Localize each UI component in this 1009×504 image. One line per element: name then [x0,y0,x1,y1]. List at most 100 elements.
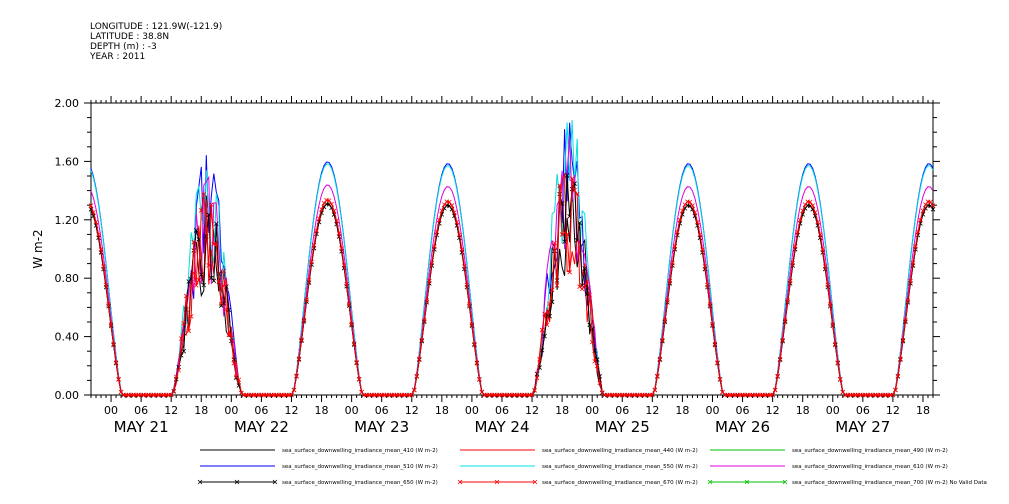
series-marker [306,278,312,283]
series-marker [657,356,663,362]
series-marker [677,217,683,223]
series-marker [710,322,715,327]
legend-label: sea_surface_downwelling_irradiance_mean_… [282,448,438,454]
legend-marker [494,479,500,485]
series-marker [825,282,831,288]
series-marker [329,201,334,207]
series-marker [772,387,778,393]
series-marker [579,286,585,292]
series-marker [229,338,234,344]
y-tick-label: 0.80 [55,272,80,285]
x-tick-label: 12 [405,404,419,417]
series-marker [594,363,600,369]
series-marker [193,283,199,288]
series-marker [559,232,565,237]
series-marker [705,282,710,288]
series-marker [582,266,587,271]
x-tick-label: 00 [104,404,118,417]
series-marker [334,218,339,224]
latitude-text: LATITUDE : 38.8N [90,32,170,42]
series-marker [827,302,833,307]
series-marker [672,244,678,249]
series-marker [434,229,440,235]
series-marker [552,240,557,246]
series-marker [928,199,933,205]
x-tick-label: 18 [194,404,208,417]
x-tick-label: 00 [705,404,719,417]
x-tick-label: 00 [345,404,359,417]
series-marker [655,373,660,379]
series-marker [171,388,176,394]
legend-marker [707,479,713,485]
x-day-label: MAY 27 [835,418,890,436]
legend-label: sea_surface_downwelling_irradiance_mean_… [282,464,438,470]
series-marker [354,360,359,365]
series-marker [707,302,713,307]
series-marker [422,318,427,323]
legend-marker [782,479,788,485]
series-line-7 [90,178,934,396]
series-marker [176,367,181,373]
series-marker [88,203,94,208]
series-marker [186,328,192,334]
series-marker [660,337,665,343]
series-marker [349,321,354,327]
legend-marker [272,479,278,485]
legend-label: sea_surface_downwelling_irradiance_mean_… [792,464,948,470]
series-marker [820,247,826,252]
series-marker [296,356,302,362]
series-marker [464,282,470,288]
series-marker [101,264,106,269]
series-marker [589,326,595,332]
series-marker [419,337,425,343]
series-marker [680,208,685,214]
series-marker [113,360,119,365]
y-tick-label: 1.60 [55,155,80,168]
series-marker [416,356,422,362]
series-marker [211,278,217,284]
legend-marker [532,479,538,485]
series-marker [915,229,921,235]
x-tick-label: 06 [495,404,509,417]
series-marker [790,260,795,266]
x-tick-label: 00 [826,404,840,417]
legend-marker [234,479,240,485]
series-marker [544,322,550,328]
series-marker [795,229,800,235]
series-marker [549,287,555,293]
series-marker [662,318,668,323]
x-tick-label: 00 [585,404,599,417]
series-marker [437,217,442,223]
x-tick-label: 00 [465,404,479,417]
series-marker [344,281,349,287]
series-marker [336,231,342,236]
series-marker [314,228,319,233]
series-marker [304,297,309,303]
series-marker [905,298,911,303]
x-tick-label: 06 [375,404,389,417]
series-marker [469,322,475,327]
series-marker [346,301,352,307]
series-marker [822,264,828,269]
series-marker [665,298,670,303]
series-marker [830,322,836,327]
series-marker [835,360,841,365]
series-marker [229,332,234,337]
x-tick-label: 18 [916,404,930,417]
series-marker [294,373,299,379]
x-tick-label: 06 [254,404,268,417]
series-marker [198,272,204,277]
series-marker [554,283,560,288]
series-marker [690,203,695,208]
series-marker [427,278,432,284]
series-marker [299,337,304,342]
series-marker [168,392,174,398]
series-marker [792,244,798,249]
series-marker [326,198,332,203]
series-marker [920,208,926,214]
series-marker [893,387,898,393]
series-marker [457,232,462,237]
header-info: LONGITUDE : 121.9W(-121.9) LATITUDE : 38… [90,22,222,62]
series-marker [454,219,460,225]
series-marker [817,232,823,237]
